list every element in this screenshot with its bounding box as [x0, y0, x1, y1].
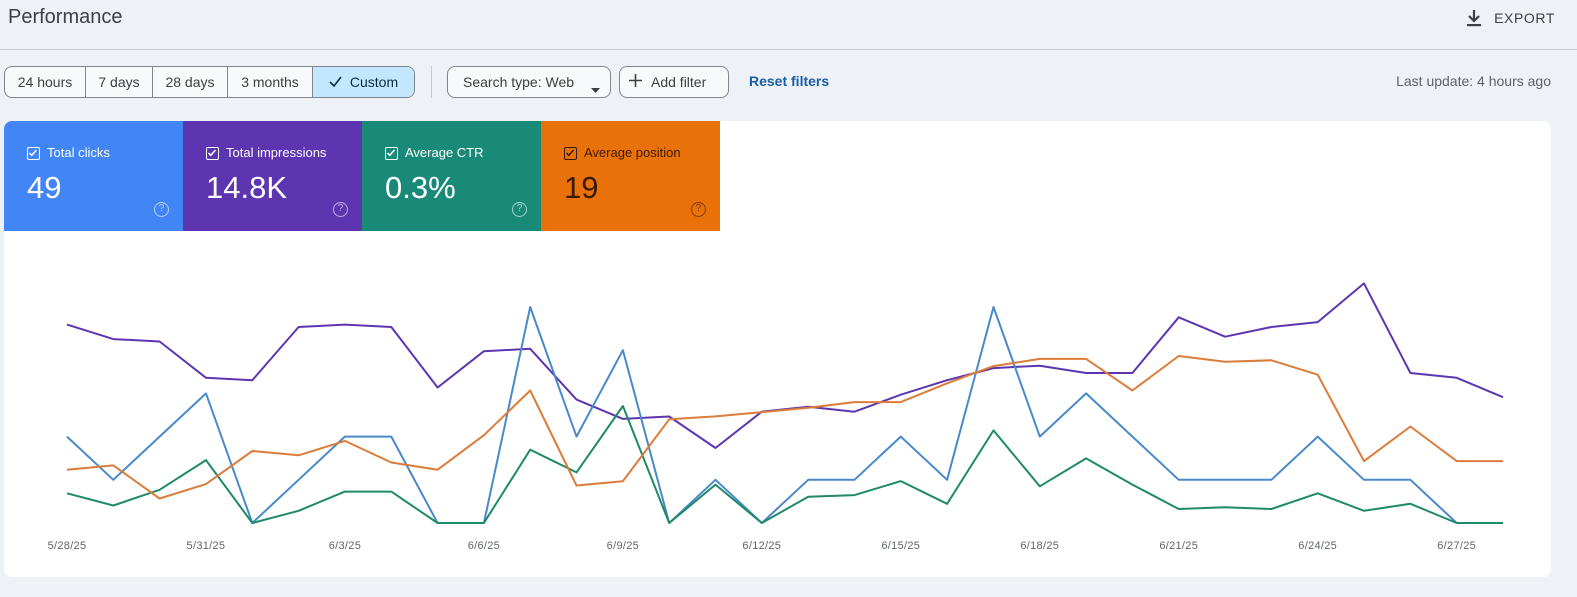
metric-label: Average CTR — [405, 145, 484, 160]
metric-value: 49 — [27, 170, 62, 205]
download-icon — [1466, 9, 1482, 27]
metric-label: Total clicks — [47, 145, 110, 160]
x-tick-label: 6/9/25 — [607, 540, 639, 552]
help-icon[interactable]: ? — [512, 202, 527, 217]
x-tick-label: 6/21/25 — [1159, 540, 1198, 552]
page-title: Performance — [8, 6, 123, 28]
range-24-hours[interactable]: 24 hours — [5, 67, 86, 97]
series-line-2 — [66, 405, 1503, 524]
plus-icon — [629, 74, 642, 90]
x-tick-label: 5/31/25 — [187, 540, 226, 552]
metric-label: Total impressions — [226, 145, 327, 160]
help-icon[interactable]: ? — [154, 202, 169, 217]
range-custom[interactable]: Custom — [313, 67, 414, 97]
metric-tile-total-impressions[interactable]: Total impressions 14.8K ? — [183, 121, 362, 231]
checkbox-icon — [27, 147, 40, 160]
range-28-days[interactable]: 28 days — [153, 67, 228, 97]
checkmark-icon — [329, 74, 342, 90]
page-header: Performance EXPORT — [0, 0, 1577, 50]
series-line-3 — [66, 355, 1503, 500]
series-path — [66, 355, 1503, 500]
metric-value: 0.3% — [385, 170, 456, 205]
last-update-text: Last update: 4 hours ago — [1396, 73, 1551, 89]
help-icon[interactable]: ? — [333, 202, 348, 217]
x-tick-label: 6/12/25 — [742, 540, 781, 552]
metric-value: 14.8K — [206, 170, 288, 205]
x-tick-label: 5/28/25 — [48, 540, 87, 552]
add-filter-button[interactable]: Add filter — [619, 66, 729, 98]
export-label: EXPORT — [1494, 10, 1555, 26]
x-tick-label: 6/24/25 — [1298, 540, 1337, 552]
checkbox-icon — [385, 147, 398, 160]
x-tick-label: 6/3/25 — [329, 540, 361, 552]
series-line-1 — [66, 306, 1503, 524]
series-path — [66, 306, 1503, 524]
metric-value: 19 — [564, 170, 599, 205]
x-tick-label: 6/15/25 — [881, 540, 920, 552]
date-range-selector: 24 hours 7 days 28 days 3 months Custom — [4, 66, 415, 98]
reset-filters-link[interactable]: Reset filters — [749, 73, 830, 89]
performance-chart: 5/28/25 5/31/25 6/3/25 6/6/25 6/9/25 6/12/25 6… — [48, 282, 1504, 552]
filter-toolbar: 24 hours 7 days 28 days 3 months Custom … — [4, 66, 1573, 98]
dropdown-arrow-icon — [591, 80, 600, 96]
range-3-months[interactable]: 3 months — [228, 67, 313, 97]
toolbar-divider — [431, 66, 432, 98]
checkbox-icon — [564, 147, 577, 160]
metric-tile-average-ctr[interactable]: Average CTR 0.3% ? — [362, 121, 541, 231]
x-tick-label: 6/27/25 — [1437, 540, 1476, 552]
search-type-dropdown[interactable]: Search type: Web — [447, 66, 611, 98]
metric-tile-total-clicks[interactable]: Total clicks 49 ? — [4, 121, 183, 231]
series-path — [66, 405, 1503, 524]
export-button[interactable]: EXPORT — [1466, 6, 1555, 30]
performance-card: Total clicks 49 ? Total impressions 14.8… — [4, 121, 1551, 577]
x-tick-label: 6/6/25 — [468, 540, 500, 552]
metric-label: Average position — [584, 145, 681, 160]
checkbox-icon — [206, 147, 219, 160]
metric-tiles: Total clicks 49 ? Total impressions 14.8… — [4, 121, 720, 231]
metric-tile-average-position[interactable]: Average position 19 ? — [541, 121, 720, 231]
help-icon[interactable]: ? — [691, 202, 706, 217]
x-tick-label: 6/18/25 — [1020, 540, 1059, 552]
range-7-days[interactable]: 7 days — [86, 67, 153, 97]
